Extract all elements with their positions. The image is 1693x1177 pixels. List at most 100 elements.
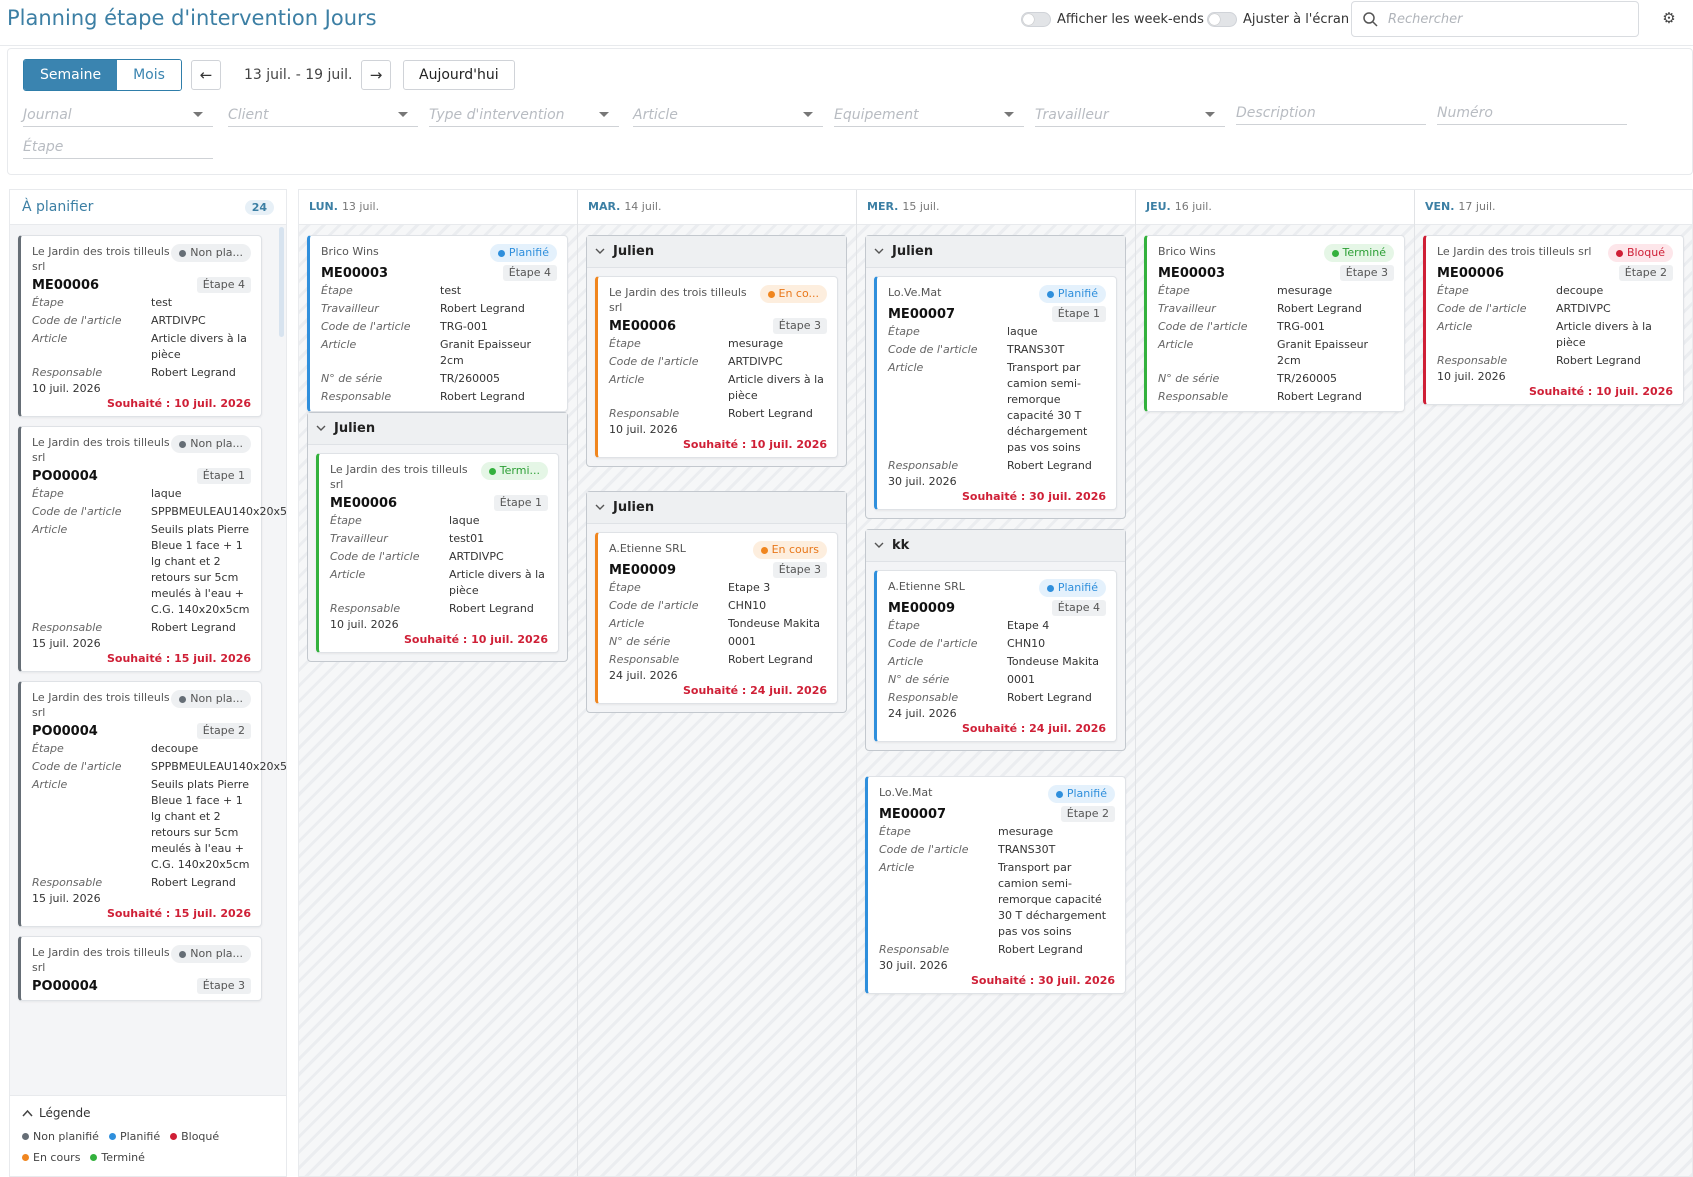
day-column-mar: MAR. 14 juil. xyxy=(578,190,857,1176)
weekends-toggle-wrap[interactable]: Afficher les week-ends xyxy=(1021,10,1204,28)
etape-tag: Étape 2 xyxy=(1618,265,1673,281)
filter-numero[interactable]: Numéro xyxy=(1437,99,1627,125)
filter-article[interactable]: Article xyxy=(633,101,823,127)
status-dot-icon xyxy=(170,1133,178,1140)
day-date: 17 juil. xyxy=(1458,200,1496,213)
next-week-button[interactable]: → xyxy=(361,60,391,90)
card-field: Article Article divers à la pièce xyxy=(1437,319,1673,351)
card-field: Étape mesurage xyxy=(879,824,1115,840)
field-label: Code de l'article xyxy=(609,355,699,368)
worker-group-header[interactable]: Julien xyxy=(866,236,1125,268)
intervention-card[interactable]: Brico Wins Planifié ME00003 Étape 4 Étape tes… xyxy=(307,235,568,412)
fit-screen-toggle[interactable] xyxy=(1207,11,1237,27)
intervention-card[interactable]: Le Jardin des trois tilleuls srl En co...… xyxy=(595,276,838,458)
worker-group-header[interactable]: Julien xyxy=(308,413,567,445)
worker-group-header[interactable]: Julien xyxy=(587,492,846,524)
gear-icon[interactable]: ⚙ xyxy=(1662,9,1676,27)
card-field: Article Tondeuse Makita xyxy=(888,654,1106,670)
day-name: MAR. xyxy=(588,200,621,213)
intervention-card[interactable]: Le Jardin des trois tilleuls srl Non pla.… xyxy=(18,681,286,927)
worker-group-body: Le Jardin des trois tilleuls srl En co...… xyxy=(587,268,846,458)
field-label: Article xyxy=(32,332,68,345)
card-field: Étape decoupe xyxy=(1437,283,1673,299)
legend-toggle[interactable]: Légende xyxy=(22,1106,276,1120)
intervention-card[interactable]: Lo.Ve.Mat Planifié ME00007 Étape 1 Étape laqu… xyxy=(874,276,1117,510)
field-value: Article divers à la pièce xyxy=(449,568,545,597)
card-header: Le Jardin des trois tilleuls srl Bloqué xyxy=(1437,244,1673,262)
status-label: En cours xyxy=(771,543,819,556)
due-date: Souhaité : 15 juil. 2026 xyxy=(106,652,251,665)
card-field: Étape Etape 3 xyxy=(609,580,827,596)
filter-description[interactable]: Description xyxy=(1236,99,1426,125)
today-button[interactable]: Aujourd'hui xyxy=(403,60,515,90)
filter-client[interactable]: Client xyxy=(228,101,418,127)
field-label: Responsable xyxy=(32,366,103,379)
filter-equipement[interactable]: Equipement xyxy=(834,101,1024,127)
intervention-card[interactable]: Lo.Ve.Mat Planifié ME00007 Étape 2 Étape mesu… xyxy=(865,776,1126,994)
prev-week-button[interactable]: ← xyxy=(191,60,221,90)
field-value: TR/260005 xyxy=(440,372,501,385)
card-number-row: PO00004 Étape 1 xyxy=(32,468,251,484)
day-date: 14 juil. xyxy=(624,200,662,213)
card-field: Étape mesurage xyxy=(609,336,827,352)
card-number-row: ME00007 Étape 2 xyxy=(879,806,1115,822)
card-client: A.Etienne SRL xyxy=(609,542,686,555)
card-field: Responsable Robert Legrand xyxy=(609,406,827,422)
field-label: N° de série xyxy=(321,372,383,385)
card-header: Lo.Ve.Mat Planifié xyxy=(888,285,1106,303)
filter-journal[interactable]: Journal xyxy=(23,101,213,127)
due-date: Souhaité : 10 juil. 2026 xyxy=(403,633,548,646)
intervention-card[interactable]: Brico Wins Terminé ME00003 Étape 3 Étape mesu… xyxy=(1144,235,1405,412)
worker-group-body: Lo.Ve.Mat Planifié ME00007 Étape 1 Étape laqu… xyxy=(866,268,1125,510)
field-label: Étape xyxy=(888,619,920,632)
worker-group-header[interactable]: kk xyxy=(866,530,1125,562)
card-client: Brico Wins xyxy=(321,245,379,258)
legend-row-1: Non planifié Planifié Bloqué xyxy=(22,1130,276,1143)
intervention-card[interactable]: Le Jardin des trois tilleuls srl Non pla.… xyxy=(18,426,286,672)
card-date: 10 juil. 2026 xyxy=(1437,370,1506,383)
card-field: Code de l'article ARTDIVPC xyxy=(609,354,827,370)
filter-travailleur[interactable]: Travailleur xyxy=(1035,101,1225,127)
search-input[interactable] xyxy=(1388,11,1618,27)
filter-etape[interactable]: Étape xyxy=(23,133,213,159)
legend-row-2: En cours Terminé xyxy=(22,1151,276,1164)
search-box[interactable] xyxy=(1351,1,1639,37)
card-header: Le Jardin des trois tilleuls srl Termi... xyxy=(330,462,548,492)
field-value: Etape 4 xyxy=(1007,619,1050,632)
field-label: Code de l'article xyxy=(32,314,122,327)
intervention-card[interactable]: Le Jardin des trois tilleuls srl Non pla.… xyxy=(18,936,262,1001)
field-label: Travailleur xyxy=(321,302,379,315)
intervention-card[interactable]: A.Etienne SRL En cours ME00009 Étape 3 Étape… xyxy=(595,532,838,704)
worker-group-header[interactable]: Julien xyxy=(587,236,846,268)
intervention-card[interactable]: Le Jardin des trois tilleuls srl Termi...… xyxy=(316,453,559,653)
scrollbar[interactable] xyxy=(278,225,284,1085)
field-value: Tondeuse Makita xyxy=(728,617,820,630)
status-dot-icon xyxy=(1615,249,1623,257)
intervention-card[interactable]: Le Jardin des trois tilleuls srl Non pla.… xyxy=(18,235,262,417)
due-date: Souhaité : 10 juil. 2026 xyxy=(682,438,827,451)
month-view-button[interactable]: Mois xyxy=(117,60,181,90)
status-label: Non pla... xyxy=(190,246,243,259)
weekends-toggle[interactable] xyxy=(1021,11,1051,27)
intervention-card[interactable]: Le Jardin des trois tilleuls srl Bloqué ME… xyxy=(1423,235,1684,405)
status-dot-icon xyxy=(108,1133,116,1140)
intervention-card[interactable]: A.Etienne SRL Planifié ME00009 Étape 4 Étape… xyxy=(874,570,1117,742)
search-icon xyxy=(1363,12,1378,27)
card-client: Brico Wins xyxy=(1158,245,1216,258)
card-field: Responsable Robert Legrand xyxy=(888,690,1106,706)
scrollbar-thumb[interactable] xyxy=(279,227,284,337)
card-number-row: ME00003 Étape 4 xyxy=(321,265,557,281)
card-field: Responsable Robert Legrand xyxy=(609,652,827,668)
status-badge: Termi... xyxy=(480,462,548,480)
field-label: Code de l'article xyxy=(879,843,969,856)
filter-type-intervention[interactable]: Type d'intervention xyxy=(429,101,619,127)
week-view-button[interactable]: Semaine xyxy=(24,60,118,90)
card-field: Étape test xyxy=(32,295,251,311)
card-field: Responsable Robert Legrand xyxy=(32,365,251,381)
status-dot-icon xyxy=(179,695,187,703)
status-label: Planifié xyxy=(508,246,549,259)
day-column-mer: MER. 15 juil. xyxy=(857,190,1136,1176)
fit-screen-toggle-wrap[interactable]: Ajuster à l'écran xyxy=(1207,10,1349,28)
card-number: ME00006 xyxy=(1437,265,1505,281)
worker-name: Julien xyxy=(613,244,655,259)
